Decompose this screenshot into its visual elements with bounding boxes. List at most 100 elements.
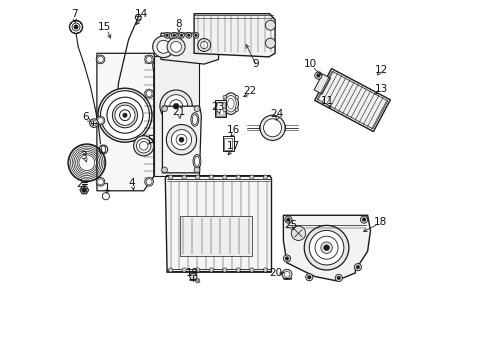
Circle shape bbox=[235, 95, 238, 99]
Circle shape bbox=[146, 179, 152, 185]
Ellipse shape bbox=[259, 121, 285, 135]
Text: 17: 17 bbox=[226, 141, 239, 151]
Circle shape bbox=[178, 32, 184, 38]
Ellipse shape bbox=[223, 93, 238, 114]
Circle shape bbox=[74, 25, 78, 29]
Bar bbox=[217, 103, 224, 115]
Circle shape bbox=[172, 34, 175, 37]
Text: 6: 6 bbox=[82, 112, 88, 122]
Circle shape bbox=[96, 116, 104, 125]
Circle shape bbox=[194, 167, 200, 173]
Text: 3: 3 bbox=[80, 150, 86, 161]
Circle shape bbox=[195, 279, 200, 283]
Circle shape bbox=[355, 265, 359, 269]
Circle shape bbox=[354, 264, 361, 271]
Ellipse shape bbox=[225, 95, 236, 112]
Circle shape bbox=[194, 34, 197, 37]
Text: 8: 8 bbox=[175, 19, 182, 30]
Ellipse shape bbox=[261, 122, 283, 133]
Circle shape bbox=[209, 268, 213, 272]
Polygon shape bbox=[161, 33, 218, 64]
Circle shape bbox=[263, 175, 267, 179]
Circle shape bbox=[96, 177, 104, 186]
Circle shape bbox=[164, 95, 187, 118]
Text: 20: 20 bbox=[269, 268, 282, 278]
Circle shape bbox=[200, 41, 207, 49]
Polygon shape bbox=[194, 14, 275, 57]
Circle shape bbox=[249, 175, 253, 179]
Circle shape bbox=[286, 218, 289, 221]
Circle shape bbox=[180, 34, 183, 37]
Text: 7: 7 bbox=[71, 9, 78, 19]
Text: 18: 18 bbox=[373, 217, 386, 228]
Text: 21: 21 bbox=[172, 107, 185, 117]
Circle shape bbox=[152, 36, 174, 58]
Circle shape bbox=[304, 225, 348, 270]
Ellipse shape bbox=[192, 114, 197, 125]
Circle shape bbox=[360, 216, 367, 223]
Circle shape bbox=[284, 271, 289, 277]
Circle shape bbox=[284, 216, 291, 223]
Circle shape bbox=[157, 40, 170, 53]
Circle shape bbox=[320, 242, 332, 253]
Circle shape bbox=[173, 103, 179, 109]
Circle shape bbox=[263, 268, 267, 272]
Circle shape bbox=[309, 230, 343, 265]
Circle shape bbox=[223, 95, 226, 99]
Circle shape bbox=[285, 257, 288, 260]
Bar bbox=[314, 68, 389, 132]
Text: 12: 12 bbox=[374, 65, 387, 75]
Circle shape bbox=[314, 72, 321, 79]
Circle shape bbox=[133, 136, 153, 156]
Circle shape bbox=[236, 175, 240, 179]
Text: 15: 15 bbox=[98, 22, 111, 32]
Text: 23: 23 bbox=[210, 102, 224, 112]
Circle shape bbox=[265, 38, 275, 48]
Bar bbox=[317, 71, 387, 129]
Text: 13: 13 bbox=[374, 84, 387, 94]
Bar bbox=[223, 136, 233, 151]
Text: 16: 16 bbox=[226, 125, 239, 135]
Bar bbox=[179, 216, 251, 256]
Circle shape bbox=[263, 119, 281, 137]
Polygon shape bbox=[165, 176, 271, 272]
Circle shape bbox=[362, 218, 365, 221]
Circle shape bbox=[122, 113, 127, 117]
Circle shape bbox=[195, 175, 200, 179]
Circle shape bbox=[160, 90, 192, 122]
Circle shape bbox=[166, 125, 196, 155]
Polygon shape bbox=[283, 215, 370, 281]
Ellipse shape bbox=[190, 113, 199, 126]
Circle shape bbox=[167, 38, 185, 56]
Polygon shape bbox=[80, 186, 88, 194]
Circle shape bbox=[305, 274, 312, 281]
Bar bbox=[313, 74, 330, 94]
Circle shape bbox=[112, 103, 137, 128]
Circle shape bbox=[98, 118, 103, 123]
Circle shape bbox=[187, 34, 190, 37]
Circle shape bbox=[283, 255, 290, 262]
Circle shape bbox=[260, 115, 285, 140]
Text: 25: 25 bbox=[284, 220, 297, 230]
Circle shape bbox=[91, 121, 96, 126]
Circle shape bbox=[307, 275, 310, 279]
Circle shape bbox=[81, 188, 87, 193]
Circle shape bbox=[209, 175, 213, 179]
Circle shape bbox=[89, 119, 98, 127]
Circle shape bbox=[168, 175, 172, 179]
Circle shape bbox=[223, 108, 226, 112]
Circle shape bbox=[98, 88, 152, 142]
Circle shape bbox=[194, 106, 200, 112]
Circle shape bbox=[182, 175, 186, 179]
Circle shape bbox=[316, 74, 320, 77]
Text: 14: 14 bbox=[135, 9, 148, 19]
Circle shape bbox=[249, 268, 253, 272]
Polygon shape bbox=[97, 53, 155, 191]
Circle shape bbox=[115, 105, 135, 125]
Circle shape bbox=[146, 91, 152, 96]
Circle shape bbox=[98, 179, 103, 185]
Circle shape bbox=[171, 130, 191, 150]
Circle shape bbox=[144, 177, 153, 186]
Circle shape bbox=[265, 20, 275, 30]
Circle shape bbox=[144, 55, 153, 64]
